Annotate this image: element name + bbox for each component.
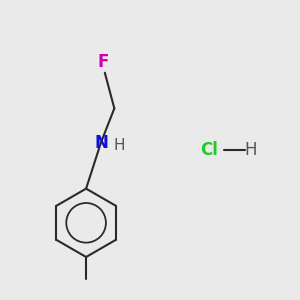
Text: H: H	[113, 138, 124, 153]
Text: H: H	[245, 141, 257, 159]
Text: F: F	[98, 53, 109, 71]
Text: Cl: Cl	[200, 141, 218, 159]
Text: N: N	[94, 134, 108, 152]
